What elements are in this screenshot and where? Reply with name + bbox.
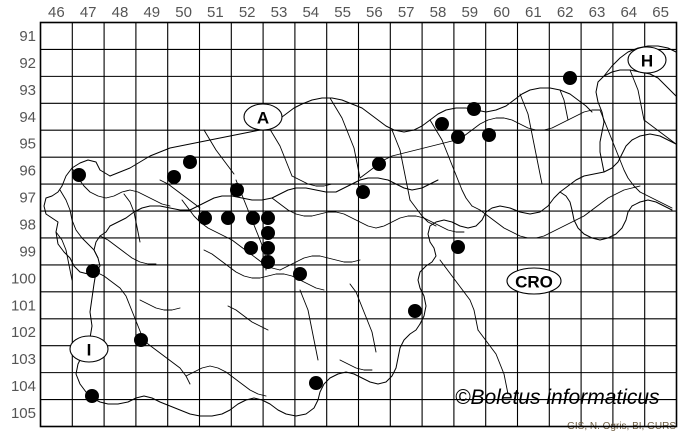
occurrence-dot xyxy=(309,376,323,390)
river-network xyxy=(55,69,677,397)
occurrence-dot xyxy=(198,211,212,225)
occurrence-dot xyxy=(86,264,100,278)
country-label-text: A xyxy=(257,109,269,128)
column-label-50: 50 xyxy=(175,4,192,21)
column-label-61: 61 xyxy=(525,4,542,21)
row-label-101: 101 xyxy=(11,297,36,314)
row-label-99: 99 xyxy=(19,243,36,260)
row-label-96: 96 xyxy=(19,163,36,180)
coordinate-grid xyxy=(40,22,677,427)
column-label-48: 48 xyxy=(112,4,129,21)
row-label-100: 100 xyxy=(11,270,36,287)
occurrence-dot xyxy=(408,304,422,318)
row-label-103: 103 xyxy=(11,351,36,368)
occurrence-dot xyxy=(85,389,99,403)
occurrence-dot xyxy=(261,211,275,225)
column-label-62: 62 xyxy=(557,4,574,21)
occurrence-dot xyxy=(261,255,275,269)
row-label-105: 105 xyxy=(11,405,36,422)
column-label-59: 59 xyxy=(461,4,478,21)
occurrence-dot xyxy=(563,71,577,85)
row-label-104: 104 xyxy=(11,378,36,395)
country-label-ellipse xyxy=(243,103,283,131)
row-label-102: 102 xyxy=(11,324,36,341)
occurrence-dot xyxy=(183,155,197,169)
occurrence-dot xyxy=(230,183,244,197)
border-outlines xyxy=(43,45,677,417)
occurrence-dot xyxy=(72,168,86,182)
country-label-ellipse xyxy=(627,46,667,74)
occurrence-dot xyxy=(167,170,181,184)
occurrence-dot xyxy=(467,102,481,116)
country-code-labels: A H I CRO xyxy=(69,46,667,363)
occurrence-dot xyxy=(244,241,258,255)
country-label-ellipse xyxy=(506,267,562,295)
column-label-57: 57 xyxy=(398,4,415,21)
column-label-64: 64 xyxy=(620,4,637,21)
occurrence-dot xyxy=(293,267,307,281)
occurrence-dot xyxy=(221,211,235,225)
row-label-91: 91 xyxy=(19,28,36,45)
column-label-51: 51 xyxy=(207,4,224,21)
column-label-49: 49 xyxy=(143,4,160,21)
country-label-text: CRO xyxy=(515,273,553,292)
column-label-58: 58 xyxy=(430,4,447,21)
country-label-I: I xyxy=(69,335,109,363)
occurrence-dot xyxy=(246,211,260,225)
occurrence-dot xyxy=(356,185,370,199)
country-label-CRO: CRO xyxy=(506,267,562,295)
country-label-text: I xyxy=(87,341,92,360)
column-label-65: 65 xyxy=(652,4,669,21)
occurrence-dot xyxy=(451,130,465,144)
row-label-94: 94 xyxy=(19,109,36,126)
row-label-92: 92 xyxy=(19,55,36,72)
country-label-A: A xyxy=(243,103,283,131)
row-label-95: 95 xyxy=(19,136,36,153)
column-label-46: 46 xyxy=(48,4,65,21)
copyright-text: ©Boletus informaticus xyxy=(455,386,660,409)
occurrence-dots xyxy=(72,71,577,403)
occurrence-dot xyxy=(134,333,148,347)
column-label-60: 60 xyxy=(493,4,510,21)
occurrence-dot xyxy=(261,241,275,255)
row-label-98: 98 xyxy=(19,217,36,234)
occurrence-dot xyxy=(261,226,275,240)
occurrence-dot xyxy=(435,117,449,131)
occurrence-dot xyxy=(482,128,496,142)
column-label-56: 56 xyxy=(366,4,383,21)
country-label-text: H xyxy=(641,52,653,71)
column-label-52: 52 xyxy=(239,4,256,21)
map-frame xyxy=(39,21,678,428)
row-axis-labels: 91 92 93 94 95 96 97 98 99 100 101 102 103 104 105 xyxy=(11,28,36,422)
row-label-93: 93 xyxy=(19,82,36,99)
column-axis-labels: 46 47 48 49 50 51 52 53 54 55 56 57 58 59 60 61 62 63 64 65 xyxy=(48,4,669,21)
row-label-97: 97 xyxy=(19,190,36,207)
occurrence-dot xyxy=(372,157,386,171)
column-label-54: 54 xyxy=(302,4,319,21)
column-label-53: 53 xyxy=(271,4,288,21)
occurrence-dot xyxy=(451,240,465,254)
column-label-47: 47 xyxy=(80,4,97,21)
column-label-55: 55 xyxy=(334,4,351,21)
country-label-H: H xyxy=(627,46,667,74)
column-label-63: 63 xyxy=(589,4,606,21)
country-label-ellipse xyxy=(69,335,109,363)
